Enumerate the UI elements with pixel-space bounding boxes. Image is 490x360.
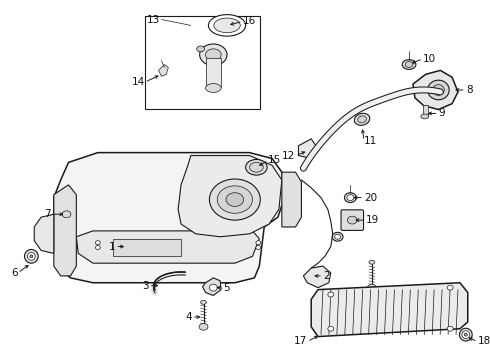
Text: 6: 6: [11, 268, 18, 278]
Text: 3: 3: [142, 281, 149, 291]
Ellipse shape: [447, 326, 453, 331]
Ellipse shape: [24, 249, 38, 263]
Ellipse shape: [347, 195, 354, 201]
Ellipse shape: [347, 216, 357, 224]
Text: 13: 13: [147, 14, 160, 24]
Text: 1: 1: [109, 242, 116, 252]
Ellipse shape: [354, 113, 370, 125]
Ellipse shape: [344, 193, 356, 203]
Polygon shape: [159, 64, 169, 76]
Ellipse shape: [226, 193, 244, 206]
FancyBboxPatch shape: [341, 210, 364, 230]
Text: 15: 15: [268, 156, 281, 166]
Text: 17: 17: [294, 337, 307, 346]
Bar: [113, 239, 181, 256]
Polygon shape: [311, 283, 468, 337]
Text: 19: 19: [366, 215, 379, 225]
Ellipse shape: [328, 326, 334, 331]
Text: 14: 14: [132, 77, 145, 87]
Text: 20: 20: [364, 193, 377, 203]
Ellipse shape: [428, 80, 449, 100]
Ellipse shape: [27, 252, 35, 260]
Text: 4: 4: [185, 312, 192, 322]
Ellipse shape: [421, 114, 429, 119]
Ellipse shape: [402, 60, 416, 69]
Ellipse shape: [96, 241, 100, 244]
Text: 7: 7: [44, 209, 51, 219]
Polygon shape: [298, 139, 318, 158]
Ellipse shape: [465, 333, 467, 336]
Ellipse shape: [256, 246, 261, 249]
Text: 18: 18: [478, 337, 490, 346]
Polygon shape: [178, 156, 282, 237]
Polygon shape: [303, 266, 331, 288]
Ellipse shape: [332, 232, 343, 241]
Ellipse shape: [199, 323, 208, 330]
Ellipse shape: [205, 84, 221, 93]
Ellipse shape: [462, 331, 470, 338]
Ellipse shape: [200, 300, 206, 304]
Ellipse shape: [368, 284, 376, 291]
Polygon shape: [54, 153, 284, 283]
Ellipse shape: [256, 241, 261, 244]
Text: 16: 16: [243, 17, 256, 27]
Ellipse shape: [405, 62, 413, 67]
Ellipse shape: [196, 46, 204, 52]
Ellipse shape: [369, 260, 375, 264]
Polygon shape: [34, 214, 54, 253]
Ellipse shape: [335, 234, 341, 239]
Polygon shape: [413, 71, 458, 109]
Text: 8: 8: [466, 85, 472, 95]
Ellipse shape: [358, 116, 367, 123]
Ellipse shape: [209, 179, 260, 220]
Ellipse shape: [30, 255, 33, 258]
Ellipse shape: [96, 246, 100, 249]
Ellipse shape: [199, 44, 227, 66]
Ellipse shape: [249, 162, 263, 172]
Polygon shape: [76, 231, 259, 263]
Ellipse shape: [214, 18, 240, 33]
Ellipse shape: [433, 85, 444, 95]
Polygon shape: [202, 278, 221, 296]
Ellipse shape: [62, 211, 71, 218]
Ellipse shape: [447, 285, 453, 290]
Ellipse shape: [208, 15, 245, 36]
Ellipse shape: [460, 328, 472, 341]
Text: 9: 9: [439, 108, 445, 118]
Bar: [423, 105, 428, 116]
Ellipse shape: [245, 159, 267, 175]
Ellipse shape: [328, 292, 334, 297]
Polygon shape: [54, 185, 76, 276]
Bar: [145, 15, 260, 109]
Text: 5: 5: [223, 283, 230, 293]
Text: 12: 12: [282, 150, 295, 161]
Text: 10: 10: [423, 54, 436, 64]
Ellipse shape: [205, 49, 221, 60]
Polygon shape: [282, 172, 301, 227]
Ellipse shape: [209, 284, 217, 291]
Text: 2: 2: [323, 271, 330, 281]
Text: 11: 11: [364, 136, 377, 146]
Ellipse shape: [217, 186, 252, 213]
Bar: [205, 58, 221, 87]
